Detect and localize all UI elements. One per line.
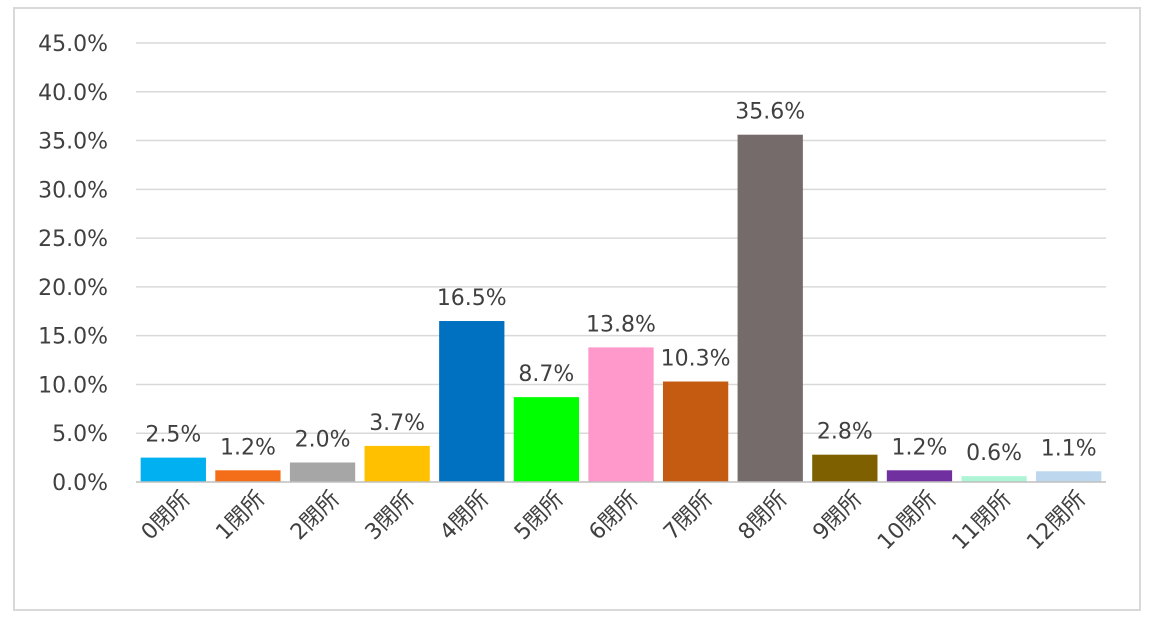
bar [439,321,505,482]
bar [662,381,729,482]
bar [289,462,356,482]
x-tick-label: 9閉所 [808,487,867,546]
bar [513,397,580,482]
x-tick-label: 0閉所 [137,487,196,546]
y-tick-label: 10.0% [38,373,108,398]
data-label: 10.3% [661,347,731,372]
y-tick-label: 5.0% [52,422,108,447]
y-tick-label: 25.0% [38,227,108,252]
x-tick-label: 4閉所 [435,487,494,546]
bar [961,476,1027,482]
x-tick-label: 3閉所 [361,487,420,546]
y-tick-label: 0.0% [52,471,108,496]
data-label: 2.5% [145,423,201,448]
bar [886,470,953,482]
x-tick-label: 11閉所 [948,487,1017,556]
data-label: 16.5% [437,286,507,311]
data-label: 3.7% [369,411,425,436]
x-tick-label: 8閉所 [734,487,793,546]
x-tick-label: 6閉所 [585,487,644,546]
bar [737,134,803,483]
data-label: 1.2% [220,435,276,460]
bar [140,457,206,482]
x-tick-label: 7閉所 [659,487,718,546]
bar [812,454,878,482]
data-label: 0.6% [966,441,1022,466]
bar [215,470,281,482]
data-label: 2.8% [817,420,873,445]
x-tick-label: 10閉所 [873,487,942,556]
bar [364,445,430,482]
data-label: 35.6% [735,100,805,125]
x-tick-label: 2閉所 [286,487,345,546]
data-label: 2.0% [295,427,351,452]
data-label: 13.8% [586,312,656,337]
y-tick-label: 40.0% [38,81,108,106]
y-tick-label: 20.0% [38,276,108,301]
x-tick-label: 1閉所 [211,487,270,546]
data-label: 8.7% [518,362,574,387]
y-tick-label: 30.0% [38,178,108,203]
chart-frame [13,7,1141,611]
x-tick-label: 5閉所 [510,487,569,546]
x-tick-label: 12閉所 [1022,487,1091,556]
y-tick-label: 45.0% [38,32,108,57]
data-label: 1.2% [892,435,948,460]
y-tick-label: 15.0% [38,325,108,350]
bar [588,347,654,482]
bar [1036,471,1102,482]
data-label: 1.1% [1041,436,1097,461]
y-tick-label: 35.0% [38,130,108,155]
